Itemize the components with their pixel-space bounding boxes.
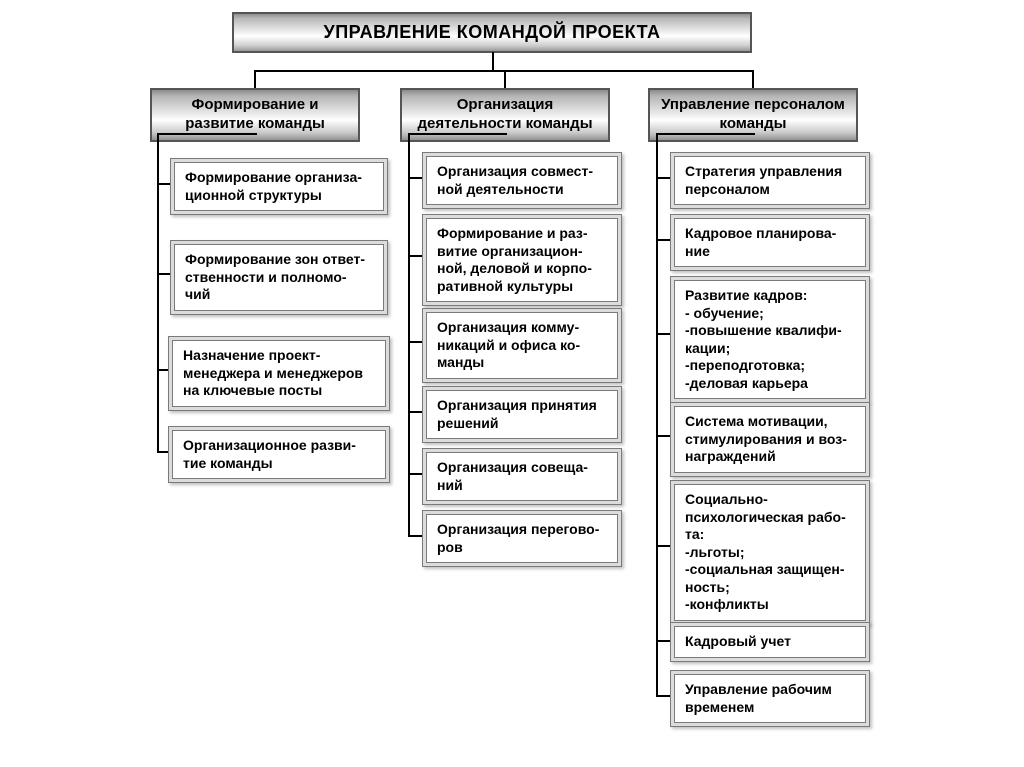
item-label-2-1: Кадровое планирова- ние <box>674 218 866 267</box>
connector-branch-2-6 <box>656 695 670 697</box>
connector-branch-0-0 <box>157 183 170 185</box>
connector-branch-0-1 <box>157 273 170 275</box>
item-1-1: Формирование и раз- витие организацион- … <box>422 214 622 306</box>
item-2-0: Стратегия управления персоналом <box>670 152 870 209</box>
item-0-2: Назначение проект- менеджера и менеджеро… <box>168 336 390 411</box>
connector-header-drop-2 <box>752 70 754 88</box>
item-0-0: Формирование организа- ционной структуры <box>170 158 388 215</box>
connector-header-drop-0 <box>254 70 256 88</box>
item-label-2-0: Стратегия управления персоналом <box>674 156 866 205</box>
item-2-3: Система мотивации, стимулирования и воз-… <box>670 402 870 477</box>
connector-branch-1-0 <box>408 177 422 179</box>
connector-header-drop-1 <box>504 70 506 88</box>
chart-title: УПРАВЛЕНИЕ КОМАНДОЙ ПРОЕКТА <box>232 12 752 53</box>
item-1-4: Организация совеща- ний <box>422 448 622 505</box>
connector-header-elbow-0 <box>157 133 257 135</box>
item-1-2: Организация комму- никаций и офиса ко- м… <box>422 308 622 383</box>
connector-branch-0-3 <box>157 451 168 453</box>
item-label-1-4: Организация совеща- ний <box>426 452 618 501</box>
item-label-2-5: Кадровый учет <box>674 626 866 658</box>
connector-branch-2-3 <box>656 435 670 437</box>
item-label-2-2: Развитие кадров: - обучение; -повышение … <box>674 280 866 399</box>
item-label-0-0: Формирование организа- ционной структуры <box>174 162 384 211</box>
item-label-1-3: Организация принятия решений <box>426 390 618 439</box>
item-2-1: Кадровое планирова- ние <box>670 214 870 271</box>
item-1-0: Организация совмест- ной деятельности <box>422 152 622 209</box>
connector-branch-2-1 <box>656 239 670 241</box>
connector-spine-2 <box>656 134 658 696</box>
item-2-2: Развитие кадров: - обучение; -повышение … <box>670 276 870 403</box>
connector-branch-1-4 <box>408 473 422 475</box>
connector-branch-2-5 <box>656 640 670 642</box>
connector-title-stem <box>492 52 494 70</box>
item-label-0-1: Формирование зон ответ- ственности и пол… <box>174 244 384 311</box>
connector-branch-1-3 <box>408 411 422 413</box>
item-0-1: Формирование зон ответ- ственности и пол… <box>170 240 388 315</box>
item-2-4: Социально- психологическая рабо- та: -ль… <box>670 480 870 625</box>
item-label-2-3: Система мотивации, стимулирования и воз-… <box>674 406 866 473</box>
item-label-0-2: Назначение проект- менеджера и менеджеро… <box>172 340 386 407</box>
item-label-1-2: Организация комму- никаций и офиса ко- м… <box>426 312 618 379</box>
connector-spine-1 <box>408 134 410 536</box>
item-1-3: Организация принятия решений <box>422 386 622 443</box>
item-label-2-4: Социально- психологическая рабо- та: -ль… <box>674 484 866 621</box>
item-label-1-0: Организация совмест- ной деятельности <box>426 156 618 205</box>
item-label-0-3: Организационное разви- тие команды <box>172 430 386 479</box>
connector-branch-2-0 <box>656 177 670 179</box>
connector-branch-2-4 <box>656 545 670 547</box>
connector-branch-1-5 <box>408 535 422 537</box>
connector-branch-1-1 <box>408 255 422 257</box>
item-2-5: Кадровый учет <box>670 622 870 662</box>
connector-header-elbow-2 <box>656 133 755 135</box>
item-label-2-6: Управление рабочим временем <box>674 674 866 723</box>
connector-branch-0-2 <box>157 369 168 371</box>
connector-branch-1-2 <box>408 341 422 343</box>
item-label-1-1: Формирование и раз- витие организацион- … <box>426 218 618 302</box>
connector-header-elbow-1 <box>408 133 507 135</box>
item-1-5: Организация перегово- ров <box>422 510 622 567</box>
item-0-3: Организационное разви- тие команды <box>168 426 390 483</box>
item-2-6: Управление рабочим временем <box>670 670 870 727</box>
connector-branch-2-2 <box>656 333 670 335</box>
item-label-1-5: Организация перегово- ров <box>426 514 618 563</box>
connector-spine-0 <box>157 134 159 452</box>
